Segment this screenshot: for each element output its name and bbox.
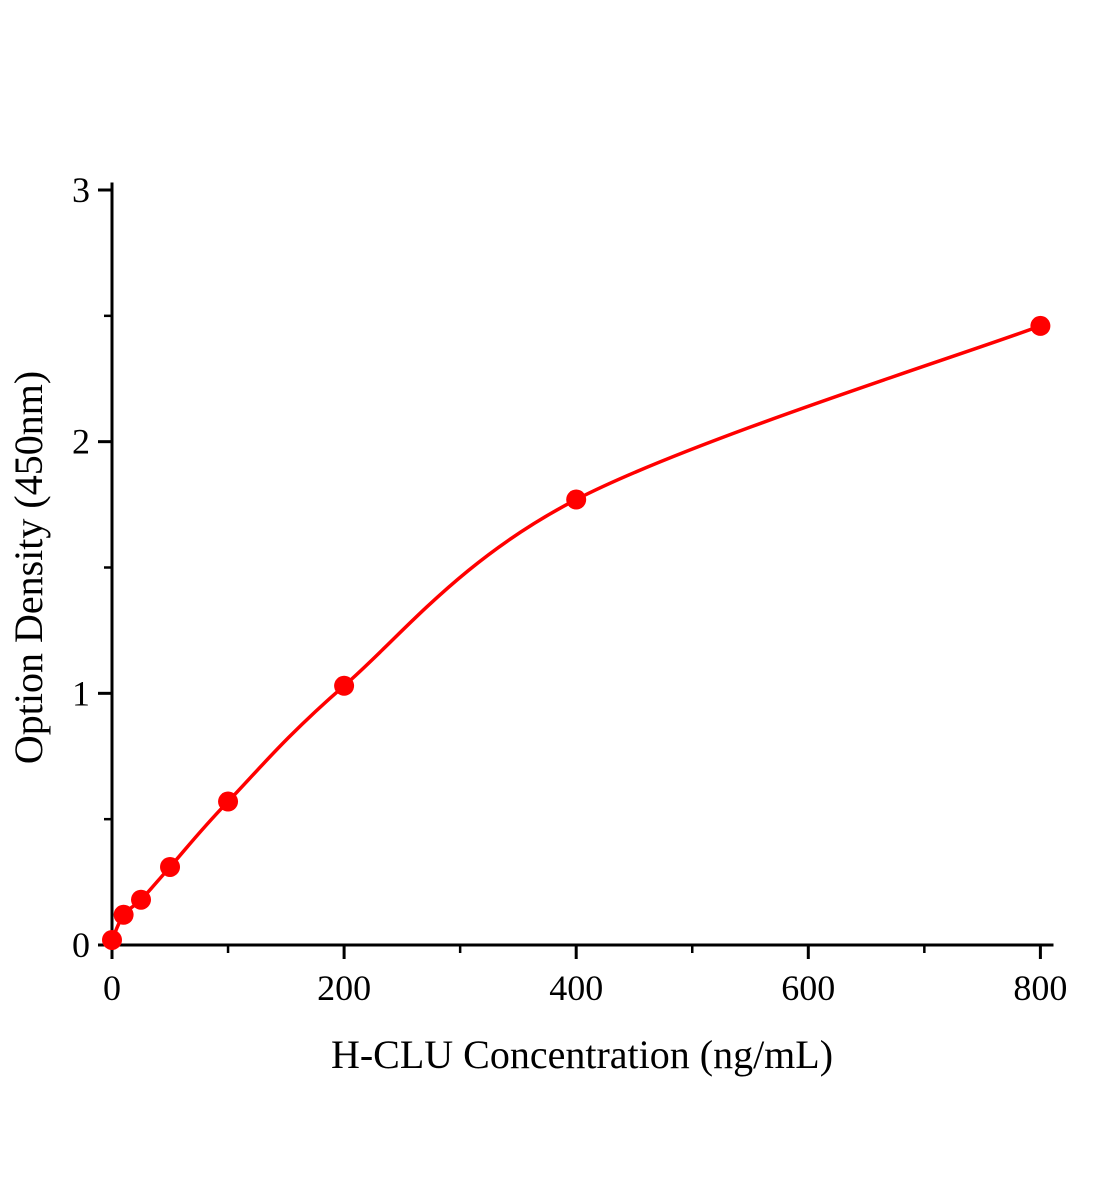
x-tick-label: 400 [549, 968, 603, 1008]
data-point-marker [218, 791, 239, 812]
x-tick-label: 600 [781, 968, 835, 1008]
data-point-marker [566, 489, 587, 510]
x-tick-label: 0 [103, 968, 121, 1008]
data-point-marker [1030, 315, 1051, 336]
data-point-marker [131, 889, 152, 910]
x-axis-title: H-CLU Concentration (ng/mL) [331, 1032, 833, 1077]
data-point-marker [113, 904, 134, 925]
y-axis-title: Option Density (450nm) [6, 371, 51, 764]
data-point-marker [160, 856, 181, 877]
x-tick-label: 800 [1013, 968, 1067, 1008]
data-point-marker [334, 675, 355, 696]
x-tick-label: 200 [317, 968, 371, 1008]
data-point-marker [102, 929, 122, 950]
y-tick-label: 0 [72, 925, 90, 965]
fit-curve [110, 324, 1043, 942]
y-tick-label: 1 [72, 673, 90, 713]
y-tick-label: 3 [72, 170, 90, 210]
y-tick-label: 2 [72, 422, 90, 462]
